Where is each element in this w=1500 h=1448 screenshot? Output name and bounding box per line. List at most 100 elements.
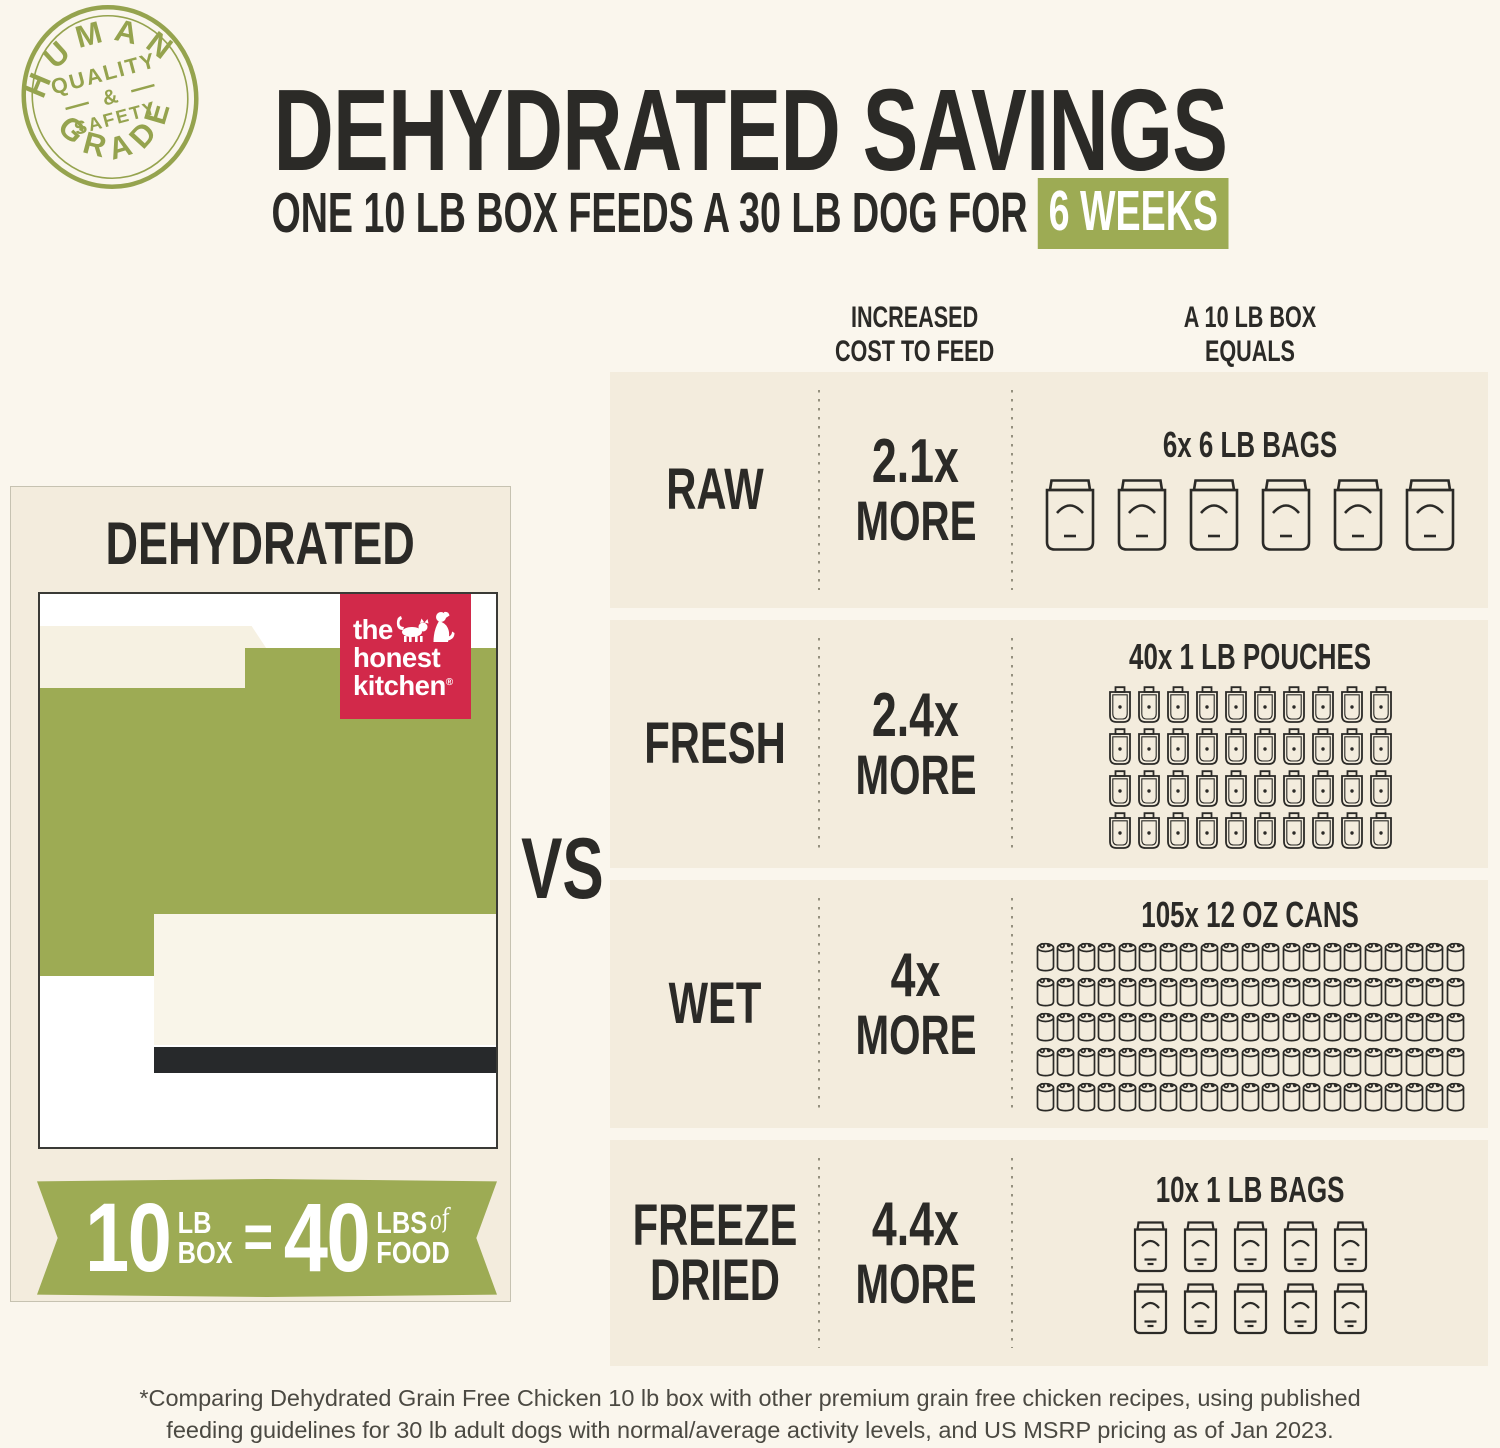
cost-multiplier: 4.4x: [872, 1190, 959, 1259]
can-icon: [1097, 1012, 1116, 1041]
can-icon: [1405, 942, 1423, 971]
pouch-icon: [1166, 727, 1189, 765]
badge-outer-ring: [21, 5, 199, 189]
pouch-icon: [1195, 769, 1218, 807]
ribbon-qty1: 10: [84, 1183, 172, 1293]
pouch-icon: [1224, 811, 1247, 849]
can-icon: [1425, 1012, 1444, 1041]
can-icon: [1077, 942, 1095, 971]
box-cream-band: [154, 914, 496, 1045]
can-icon: [1138, 977, 1157, 1006]
can-icon: [1179, 1047, 1198, 1076]
ribbon-unit2-top: LBS: [375, 1204, 427, 1240]
can-icon: [1097, 1047, 1116, 1076]
registered-mark: ®: [445, 676, 453, 688]
can-icon: [1405, 1012, 1423, 1041]
ribbon-unit2-bottom: FOOD: [375, 1234, 450, 1270]
panel-title: DEHYDRATED: [105, 510, 416, 577]
bag-icon: [1045, 479, 1095, 551]
can-icon: [1364, 1012, 1382, 1041]
bag-icon: [1133, 1220, 1167, 1272]
can-icon: [1077, 1012, 1095, 1041]
cost-multiplier-more: MORE: [855, 1252, 976, 1315]
can-icon: [1405, 1047, 1423, 1076]
can-icon: [1200, 1047, 1218, 1076]
can-icon: [1056, 1012, 1075, 1041]
can-icon: [1179, 942, 1198, 971]
can-icon: [1446, 977, 1464, 1006]
cost-multiplier: 4x: [890, 941, 941, 1010]
pouch-icon: [1340, 811, 1363, 849]
pouch-icon: [1282, 727, 1305, 765]
can-icon: [1036, 977, 1054, 1006]
honest-kitchen-logo: the honest kitchen®: [340, 594, 471, 719]
pouch-icon: [1224, 685, 1247, 723]
bag-icon: [1333, 479, 1383, 551]
food-type-label: FREEZE DRIED: [632, 1192, 797, 1313]
pouch-icon: [1253, 727, 1276, 765]
pouch-icon: [1311, 727, 1334, 765]
box-cream-notch: [40, 626, 270, 688]
bag-icon: [1183, 1220, 1217, 1272]
cost-multiplier: 2.4x: [872, 681, 959, 750]
pouch-pictogram-grid: [1107, 685, 1394, 850]
dotted-separator: [1011, 898, 1013, 1110]
can-icon: [1241, 1012, 1259, 1041]
ribbon-qty2: 40: [283, 1183, 370, 1293]
can-icon: [1220, 1047, 1239, 1076]
bag-icon: [1261, 479, 1311, 551]
can-icon: [1118, 1012, 1136, 1041]
can-icon: [1077, 1082, 1095, 1111]
six-weeks-highlight: 6 WEEKS: [1038, 178, 1229, 249]
can-icon: [1036, 1082, 1054, 1111]
pouch-icon: [1311, 811, 1334, 849]
pouch-icon: [1369, 769, 1392, 807]
can-icon: [1282, 942, 1300, 971]
pouch-icon: [1340, 727, 1363, 765]
can-icon: [1200, 1012, 1218, 1041]
can-icon: [1261, 1047, 1280, 1076]
can-icon: [1302, 942, 1321, 971]
dotted-separator: [818, 638, 820, 850]
pouch-icon: [1195, 811, 1218, 849]
can-icon: [1384, 1012, 1403, 1041]
bag-icon: [1333, 1220, 1367, 1272]
bag-icon: [1405, 479, 1455, 551]
can-icon: [1200, 977, 1218, 1006]
badge-amp-text: &: [100, 84, 121, 110]
cost-multiplier-more: MORE: [855, 1003, 976, 1066]
bag-icon: [1189, 479, 1239, 551]
cost-multiplier: 2.1x: [872, 427, 959, 496]
can-icon: [1097, 977, 1116, 1006]
pouch-icon: [1137, 811, 1160, 849]
can-icon: [1138, 942, 1157, 971]
pouch-icon: [1108, 727, 1131, 765]
product-box-illustration: the honest kitchen®: [38, 592, 498, 1149]
can-icon: [1425, 977, 1444, 1006]
pouch-icon: [1253, 769, 1276, 807]
cat-dog-icon: [396, 611, 455, 642]
can-icon: [1241, 977, 1259, 1006]
can-icon: [1446, 1012, 1464, 1041]
logo-line3: kitchen: [353, 670, 446, 702]
can-icon: [1159, 1012, 1177, 1041]
can-icon: [1384, 1047, 1403, 1076]
can-pictogram-grid: [1036, 942, 1465, 1112]
pouch-icon: [1224, 727, 1247, 765]
can-icon: [1241, 1047, 1259, 1076]
pouch-icon: [1108, 811, 1131, 849]
can-icon: [1056, 1047, 1075, 1076]
pouch-icon: [1253, 685, 1276, 723]
pouch-icon: [1137, 727, 1160, 765]
can-icon: [1220, 942, 1239, 971]
pouch-icon: [1137, 685, 1160, 723]
pouch-icon: [1108, 769, 1131, 807]
equivalent-label: 105x 12 OZ CANS: [1141, 893, 1359, 935]
can-icon: [1446, 1082, 1464, 1111]
vs-label: VS: [521, 821, 604, 917]
can-icon: [1364, 1047, 1382, 1076]
badge-left-dash: [65, 101, 90, 111]
can-icon: [1261, 977, 1280, 1006]
ribbon-equals: =: [242, 1203, 273, 1273]
can-icon: [1343, 1082, 1362, 1111]
